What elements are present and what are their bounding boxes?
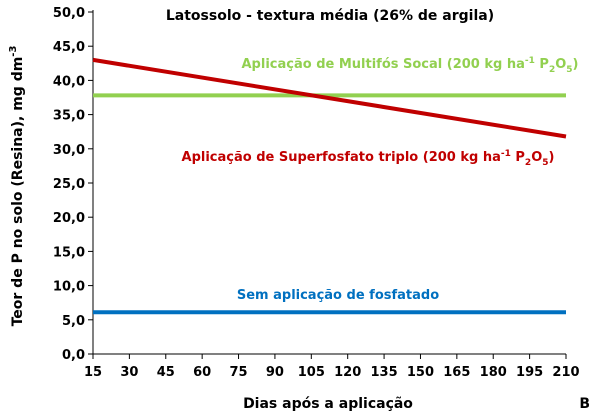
x-axis: 15 30 45 60 75 90 105 120 135 150 165 180 195 210	[84, 354, 580, 380]
x-tick-label: 90	[266, 365, 284, 380]
y-tick-label: 30,0	[53, 143, 85, 158]
x-tick-label: 165	[443, 365, 470, 380]
annotation-superfosfato: Aplicação de Superfosfato triplo (200 kg…	[182, 149, 555, 168]
y-tick-label: 0,0	[62, 348, 85, 363]
y-axis: 0,0 5,0 10,0 15,0 20,0 25,0 30,0 35,0 40,0 45,0 50…	[53, 6, 93, 363]
x-tick-label: 180	[480, 365, 507, 380]
x-tick-label: 150	[407, 365, 434, 380]
y-tick-label: 40,0	[53, 74, 85, 89]
x-tick-label: 195	[516, 365, 543, 380]
chart-title: Latossolo - textura média (26% de argila…	[166, 8, 494, 24]
x-tick-label: 15	[84, 365, 102, 380]
annotation-multifos: Aplicação de Multifós Socal (200 kg ha-1…	[242, 56, 579, 75]
y-axis-label: Teor de P no solo (Resina), mg dm-3	[8, 46, 26, 327]
y-tick-label: 25,0	[53, 177, 85, 192]
x-tick-label: 210	[552, 365, 579, 380]
y-tick-label: 45,0	[53, 40, 85, 55]
y-tick-label: 35,0	[53, 109, 85, 124]
y-tick-label: 15,0	[53, 245, 85, 260]
panel-label: B	[579, 396, 590, 412]
y-tick-label: 5,0	[62, 314, 85, 329]
x-axis-label: Dias após a aplicação	[243, 396, 413, 412]
x-tick-label: 45	[157, 365, 175, 380]
x-tick-label: 30	[120, 365, 138, 380]
x-tick-label: 75	[229, 365, 247, 380]
y-tick-label: 20,0	[53, 211, 85, 226]
series-line-superfosfato	[92, 57, 567, 139]
y-tick-label: 10,0	[53, 280, 85, 295]
annotation-sem-aplicacao: Sem aplicação de fosfatado	[237, 288, 439, 303]
x-tick-label: 60	[193, 365, 211, 380]
series-layer	[92, 57, 567, 315]
x-tick-label: 135	[371, 365, 398, 380]
x-tick-label: 105	[298, 365, 325, 380]
y-tick-label: 50,0	[53, 6, 85, 21]
x-tick-label: 120	[334, 365, 361, 380]
